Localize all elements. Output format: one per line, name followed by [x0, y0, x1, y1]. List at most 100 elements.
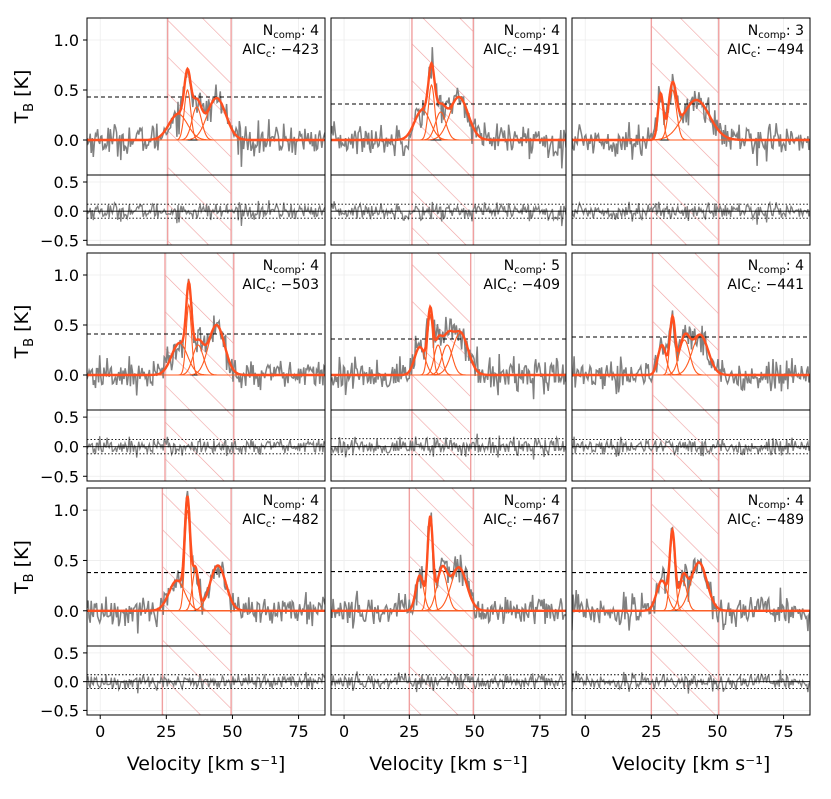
y-tick-label: 0.0 [54, 131, 79, 150]
y-axis-label-unit: [K] [11, 70, 33, 103]
ncomp-prefix: N [263, 493, 273, 509]
residual-y-tick-label: 0.0 [54, 202, 79, 221]
total-fit-curve [87, 278, 325, 377]
ncomp-value: : 4 [786, 258, 804, 274]
x-tick-label: 25 [156, 722, 176, 741]
x-tick-label: 25 [641, 722, 661, 741]
aicc-label: AICc: −441 [727, 277, 804, 295]
aicc-prefix: AIC [242, 277, 266, 293]
x-tick-label: 75 [530, 722, 550, 741]
y-axis-label-symbol: T [11, 111, 33, 124]
ncomp-label: Ncomp: 4 [748, 258, 804, 276]
aicc-prefix: AIC [483, 277, 507, 293]
x-tick-label: 0 [95, 722, 105, 741]
total-fit-curve [331, 61, 566, 142]
x-tick-label: 50 [222, 722, 242, 741]
ncomp-subscript: comp [273, 265, 301, 276]
total-fit-curve [572, 526, 810, 612]
ncomp-label: Ncomp: 4 [504, 23, 560, 41]
aicc-prefix: AIC [242, 42, 266, 58]
ncomp-label: Ncomp: 3 [748, 23, 804, 41]
y-axis-label-subscript: B [22, 103, 37, 112]
y-tick-label: 0.5 [54, 551, 79, 570]
ncomp-prefix: N [504, 23, 514, 39]
residual-axes-frame [571, 645, 811, 716]
aicc-value: : −441 [756, 277, 804, 293]
x-tick-label: 75 [288, 722, 308, 741]
ncomp-label: Ncomp: 4 [504, 493, 560, 511]
residual-line [87, 436, 325, 458]
aicc-value: : −467 [512, 512, 560, 528]
residual-line [87, 200, 325, 226]
ncomp-subscript: comp [758, 500, 786, 511]
y-axis-label-unit: [K] [11, 305, 33, 338]
ncomp-value: : 4 [301, 258, 319, 274]
y-axis-label-unit: [K] [11, 540, 33, 573]
ncomp-value: : 5 [542, 258, 560, 274]
aicc-subscript: c [507, 519, 513, 530]
total-fit-curve [572, 313, 810, 377]
x-tick-label: 25 [399, 722, 419, 741]
residual-y-tick-label: −0.5 [40, 231, 79, 250]
ncomp-label: Ncomp: 4 [263, 493, 319, 511]
y-tick-label: 0.0 [54, 366, 79, 385]
ncomp-value: : 4 [542, 23, 560, 39]
ncomp-subscript: comp [514, 265, 542, 276]
aicc-prefix: AIC [483, 512, 507, 528]
ncomp-value: : 4 [786, 493, 804, 509]
residual-y-tick-label: 0.0 [54, 438, 79, 457]
aicc-label: AICc: −409 [483, 277, 560, 295]
total-fit-curve [572, 80, 810, 142]
x-tick-label: 50 [707, 722, 727, 741]
ncomp-prefix: N [748, 258, 758, 274]
aicc-label: AICc: −503 [242, 277, 319, 295]
aicc-subscript: c [507, 284, 513, 295]
ncomp-value: : 3 [786, 23, 804, 39]
x-tick-label: 0 [339, 722, 349, 741]
y-tick-label: 0.5 [54, 81, 79, 100]
residual-y-tick-label: 0.5 [54, 173, 79, 192]
x-axis-label: Velocity [km s⁻¹] [612, 753, 771, 775]
aicc-value: : −423 [271, 42, 319, 58]
residual-axes-frame [330, 409, 567, 482]
aicc-prefix: AIC [727, 512, 751, 528]
y-axis-label-subscript: B [22, 573, 37, 582]
x-tick-label: 75 [773, 722, 793, 741]
aicc-prefix: AIC [483, 42, 507, 58]
total-fit-curve [331, 515, 566, 612]
ncomp-prefix: N [263, 23, 273, 39]
ncomp-value: : 4 [542, 493, 560, 509]
aicc-prefix: AIC [242, 512, 266, 528]
x-tick-label: 50 [464, 722, 484, 741]
aicc-value: : −503 [271, 277, 319, 293]
ncomp-subscript: comp [514, 30, 542, 41]
residual-y-tick-label: 0.0 [54, 673, 79, 692]
residual-y-tick-label: −0.5 [40, 467, 79, 486]
ncomp-label: Ncomp: 4 [263, 258, 319, 276]
ncomp-subscript: comp [758, 30, 786, 41]
ncomp-subscript: comp [273, 30, 301, 41]
aicc-subscript: c [266, 519, 272, 530]
ncomp-subscript: comp [758, 265, 786, 276]
aicc-label: AICc: −482 [242, 512, 319, 530]
aicc-prefix: AIC [727, 277, 751, 293]
y-axis-label: TB [K] [11, 540, 37, 595]
residual-axes-frame [86, 645, 326, 716]
aicc-subscript: c [751, 519, 757, 530]
residual-axes-frame [330, 174, 567, 246]
residual-line [572, 200, 810, 225]
aicc-subscript: c [266, 49, 272, 60]
y-axis-label-symbol: T [11, 582, 33, 595]
aicc-prefix: AIC [727, 42, 751, 58]
y-axis-label: TB [K] [11, 70, 37, 125]
aicc-subscript: c [751, 284, 757, 295]
residual-axes-frame [571, 174, 811, 246]
ncomp-value: : 4 [301, 493, 319, 509]
y-tick-label: 1.0 [54, 501, 79, 520]
